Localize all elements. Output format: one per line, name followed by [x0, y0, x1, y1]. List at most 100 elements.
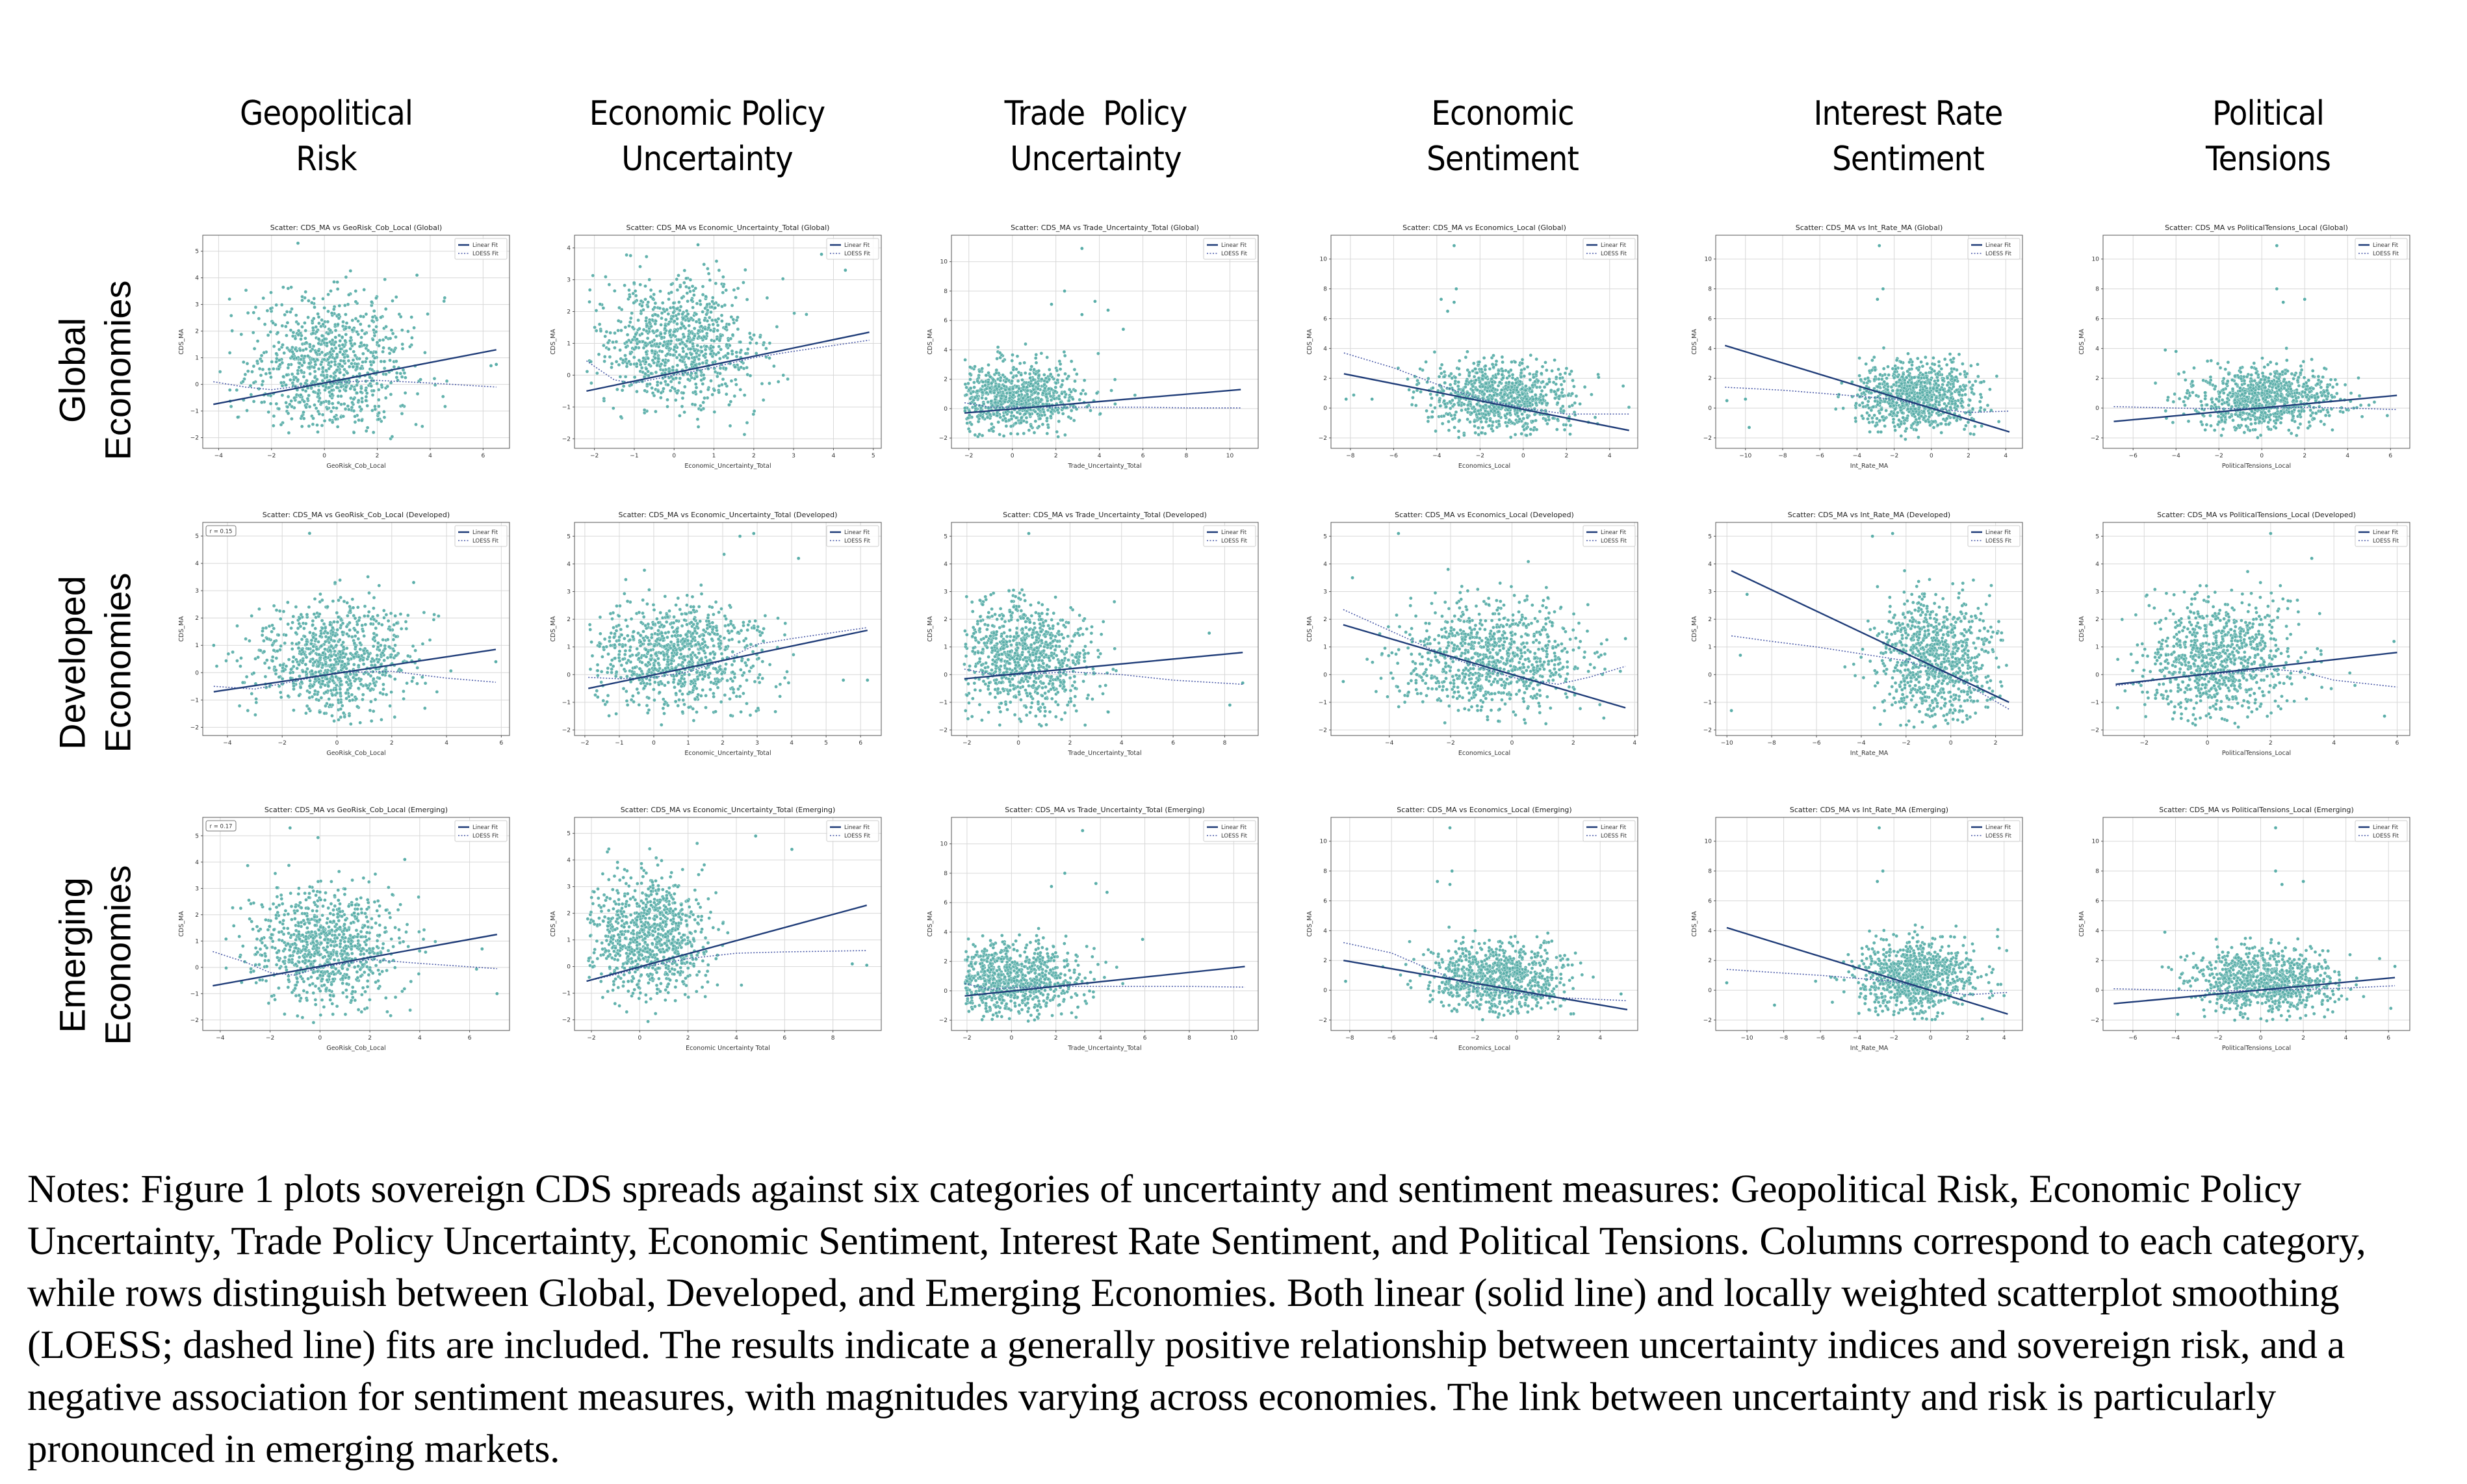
data-point — [1001, 373, 1005, 377]
data-point — [347, 365, 352, 369]
data-point — [322, 418, 327, 423]
data-point — [1496, 410, 1501, 414]
x-tick-label: −2 — [590, 453, 599, 459]
data-point — [993, 400, 998, 405]
data-point — [696, 425, 701, 429]
data-point — [704, 294, 708, 299]
data-point — [376, 387, 381, 392]
data-point — [1963, 392, 1967, 397]
data-point — [1960, 399, 1964, 403]
data-point — [646, 300, 651, 304]
data-point — [1988, 387, 1992, 392]
data-point — [1477, 376, 1481, 380]
data-point — [736, 315, 740, 320]
data-point — [1500, 394, 1505, 399]
data-point — [1426, 419, 1430, 424]
data-point — [1545, 422, 1549, 426]
data-point — [1627, 405, 1631, 409]
data-point — [721, 290, 725, 295]
outlier-point — [696, 242, 700, 247]
data-point — [1551, 380, 1556, 385]
data-point — [984, 373, 988, 377]
data-point — [372, 389, 376, 393]
data-point — [608, 331, 612, 335]
data-point — [984, 396, 988, 401]
data-point — [977, 432, 981, 437]
legend-linear-label: Linear Fit — [1601, 242, 1627, 249]
data-point — [1449, 372, 1453, 376]
data-point — [1945, 383, 1950, 387]
data-point — [1899, 422, 1904, 426]
data-point — [972, 385, 976, 389]
data-point — [1502, 398, 1506, 403]
data-point — [1896, 389, 1900, 392]
data-point — [1899, 434, 1904, 438]
data-point — [623, 325, 628, 329]
data-point — [296, 372, 300, 376]
data-point — [1934, 381, 1938, 386]
data-point — [1492, 393, 1496, 398]
data-point — [1540, 365, 1545, 369]
data-point — [805, 313, 808, 316]
data-point — [374, 296, 378, 300]
data-point — [1893, 367, 1898, 371]
outlier-point — [1747, 426, 1751, 429]
data-point — [271, 366, 276, 371]
data-point — [366, 348, 370, 353]
data-point — [1560, 390, 1564, 395]
legend-box — [454, 238, 508, 260]
data-point — [768, 356, 771, 360]
x-tick-label: 0 — [1930, 453, 1933, 459]
data-point — [360, 400, 365, 404]
data-point — [656, 344, 661, 349]
y-tick-label: −2 — [562, 436, 571, 442]
data-point — [994, 387, 999, 391]
data-point — [634, 294, 638, 298]
data-point — [268, 307, 273, 311]
data-point — [298, 400, 302, 404]
data-point — [1412, 390, 1415, 394]
data-point — [680, 404, 684, 409]
data-point — [693, 371, 698, 376]
y-axis-label: CDS_MA — [1306, 329, 1313, 355]
data-point — [613, 346, 617, 350]
data-point — [1457, 359, 1462, 363]
data-point — [1939, 431, 1944, 435]
data-point — [1067, 387, 1072, 392]
data-point — [379, 315, 383, 320]
data-point — [344, 275, 348, 279]
data-point — [617, 363, 621, 367]
data-point — [353, 415, 357, 418]
data-point — [1529, 427, 1533, 431]
data-point — [1523, 388, 1528, 392]
data-point — [1876, 402, 1880, 407]
data-point — [1490, 424, 1495, 428]
data-point — [1528, 387, 1532, 390]
data-point — [2223, 367, 2227, 372]
data-point — [1972, 392, 1976, 396]
outlier-point — [1454, 287, 1458, 291]
data-point — [1934, 400, 1938, 404]
data-point — [985, 390, 988, 395]
data-point — [1904, 402, 1909, 407]
data-point — [264, 372, 268, 376]
data-point — [645, 382, 649, 387]
scatter-chart: Scatter: CDS_MA vs Int_Rate_MA (Global)−… — [1691, 224, 2023, 470]
data-point — [1866, 399, 1870, 403]
outlier-point — [1344, 397, 1349, 402]
data-point — [1003, 400, 1007, 404]
y-tick-label: −1 — [562, 404, 571, 411]
data-point — [317, 321, 321, 326]
data-point — [684, 344, 688, 348]
data-point — [602, 355, 607, 359]
data-point — [1563, 371, 1568, 376]
data-point — [1452, 402, 1456, 407]
data-point — [227, 388, 232, 392]
data-point — [1473, 366, 1477, 371]
data-point — [736, 287, 740, 290]
data-point — [678, 308, 682, 313]
data-point — [671, 305, 675, 309]
data-point — [1962, 427, 1967, 431]
data-point — [665, 342, 670, 346]
